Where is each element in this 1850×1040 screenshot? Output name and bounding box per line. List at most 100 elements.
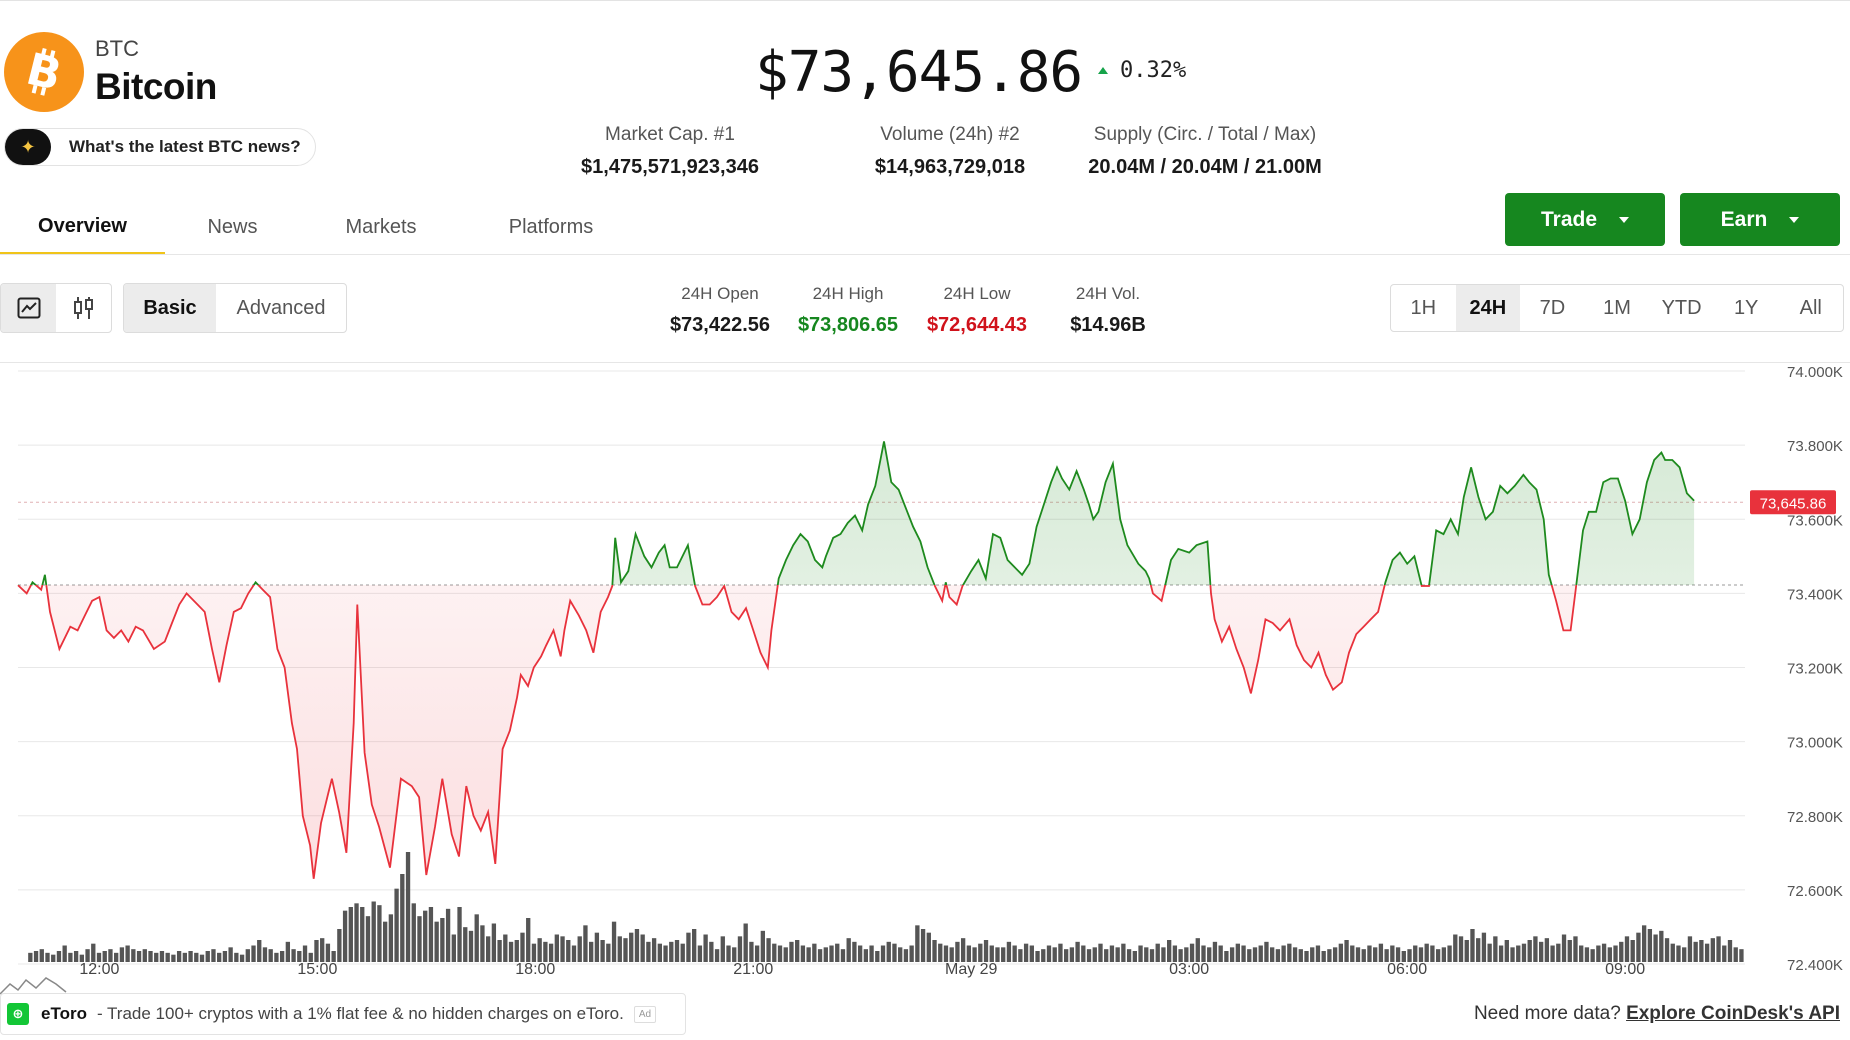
- volume-bar: [1659, 930, 1664, 962]
- mode-advanced[interactable]: Advanced: [236, 296, 326, 319]
- volume-bar: [754, 945, 760, 962]
- ohlc-volume: 24H Vol. $14.96B: [1048, 284, 1168, 337]
- volume-bar: [777, 945, 783, 962]
- api-promo: Need more data? Explore CoinDesk's API: [1474, 1003, 1840, 1025]
- volume-bar: [1321, 951, 1326, 962]
- volume-bar: [1470, 929, 1475, 962]
- volume-bar: [1115, 947, 1120, 962]
- line-chart-icon[interactable]: [1, 284, 56, 332]
- volume-bar: [234, 952, 239, 962]
- volume-bar: [1538, 941, 1544, 962]
- ohlc-label: 24H Vol.: [1075, 284, 1141, 303]
- volume-bar: [1367, 945, 1372, 962]
- volume-bar: [1092, 947, 1097, 962]
- current-price-badge: 73,645.86: [1750, 490, 1836, 515]
- volume-bar: [938, 943, 943, 962]
- volume-bar: [800, 945, 806, 962]
- x-tick-label: May 29: [945, 961, 998, 978]
- volume-bar: [1035, 951, 1040, 962]
- volume-bar: [485, 936, 491, 962]
- volume-bar: [1390, 945, 1395, 962]
- top-border: [0, 0, 1850, 1]
- volume-bar: [554, 934, 559, 962]
- tab-news[interactable]: News: [207, 216, 258, 238]
- volume-bar: [697, 945, 703, 962]
- latest-news-button[interactable]: ✦ What's the latest BTC news?: [4, 128, 316, 166]
- mode-basic[interactable]: Basic: [124, 284, 216, 332]
- volume-bar: [1184, 947, 1189, 962]
- volume-bar: [1733, 947, 1738, 962]
- volume-bar: [651, 938, 657, 962]
- range-ytd[interactable]: YTD: [1661, 296, 1702, 319]
- volume-bar: [623, 938, 628, 962]
- volume-bar: [1001, 947, 1006, 962]
- volume-bar: [262, 947, 268, 962]
- volume-bar: [577, 936, 582, 962]
- volume-bar: [1607, 947, 1612, 962]
- volume-bar: [1224, 951, 1229, 962]
- volume-bar: [686, 932, 691, 962]
- volume-bar: [1430, 945, 1435, 962]
- volume-bar: [869, 945, 874, 962]
- volume-bar: [1264, 941, 1269, 962]
- range-1y[interactable]: 1Y: [1733, 296, 1759, 319]
- y-tick-label: 73.000K: [1787, 735, 1843, 752]
- volume-bar: [1676, 945, 1681, 962]
- stat-value: $1,475,571,923,346: [581, 156, 759, 178]
- volume-bar: [1298, 949, 1303, 962]
- volume-bar: [1699, 940, 1704, 962]
- volume-bar: [217, 952, 222, 962]
- price-line-down: [17, 585, 1578, 879]
- volume-bar: [165, 952, 170, 962]
- volume-bar: [228, 947, 233, 962]
- volume-bar: [640, 934, 645, 962]
- volume-bar: [251, 945, 256, 962]
- candlestick-icon[interactable]: [56, 284, 111, 332]
- ohlc-open: 24H Open $73,422.56: [660, 284, 780, 337]
- volume-bar: [760, 930, 766, 962]
- price-chart[interactable]: 74.000K 73.800K 73.600K 73.400K 73.200K 73.00…: [0, 362, 1850, 982]
- tab-overview[interactable]: Overview: [0, 200, 165, 255]
- y-tick-label: 73.600K: [1787, 512, 1843, 529]
- range-1h[interactable]: 1H: [1410, 296, 1437, 319]
- earn-button[interactable]: Earn: [1680, 193, 1840, 246]
- trade-button[interactable]: Trade: [1505, 193, 1665, 246]
- sponsored-ad-banner[interactable]: ⊕ eToro - Trade 100+ cryptos with a 1% f…: [0, 993, 686, 1035]
- volume-bar: [508, 941, 514, 962]
- volume-bar: [342, 910, 348, 962]
- volume-bar: [1727, 940, 1733, 962]
- volume-bar: [457, 907, 462, 962]
- volume-bar: [365, 916, 371, 962]
- volume-bar: [835, 943, 840, 962]
- volume-bar: [382, 921, 388, 962]
- volume-bar: [726, 945, 731, 962]
- range-24h[interactable]: 24H: [1455, 285, 1521, 331]
- tab-platforms[interactable]: Platforms: [508, 216, 594, 238]
- volume-bar: [239, 954, 245, 962]
- range-all[interactable]: All: [1799, 296, 1822, 319]
- price-area-down: [18, 585, 1577, 879]
- volume-bar: [846, 938, 851, 962]
- volume-bar: [1556, 943, 1561, 962]
- explore-api-link[interactable]: Explore CoinDesk's API: [1626, 1003, 1840, 1024]
- volume-bar: [960, 938, 966, 962]
- arrow-up-icon: [1098, 67, 1108, 74]
- volume-bar: [257, 940, 262, 962]
- tab-markets[interactable]: Markets: [345, 216, 417, 238]
- range-7d[interactable]: 7D: [1539, 296, 1566, 319]
- ohlc-label: 24H High: [812, 284, 884, 303]
- volume-bar: [1344, 940, 1349, 962]
- range-1m[interactable]: 1M: [1603, 296, 1631, 319]
- volume-bar: [377, 905, 382, 962]
- volume-bar: [806, 947, 811, 962]
- volume-bar: [1315, 945, 1321, 962]
- volume-bar: [136, 951, 142, 962]
- volume-bar: [920, 929, 926, 962]
- volume-bar: [863, 949, 869, 962]
- volume-bar: [1098, 943, 1103, 962]
- price-change: 0.32%: [1098, 58, 1186, 83]
- volume-bar: [62, 945, 67, 962]
- volume-bar: [1601, 943, 1607, 962]
- volume-bar: [348, 907, 353, 962]
- ohlc-value: $73,422.56: [669, 314, 771, 336]
